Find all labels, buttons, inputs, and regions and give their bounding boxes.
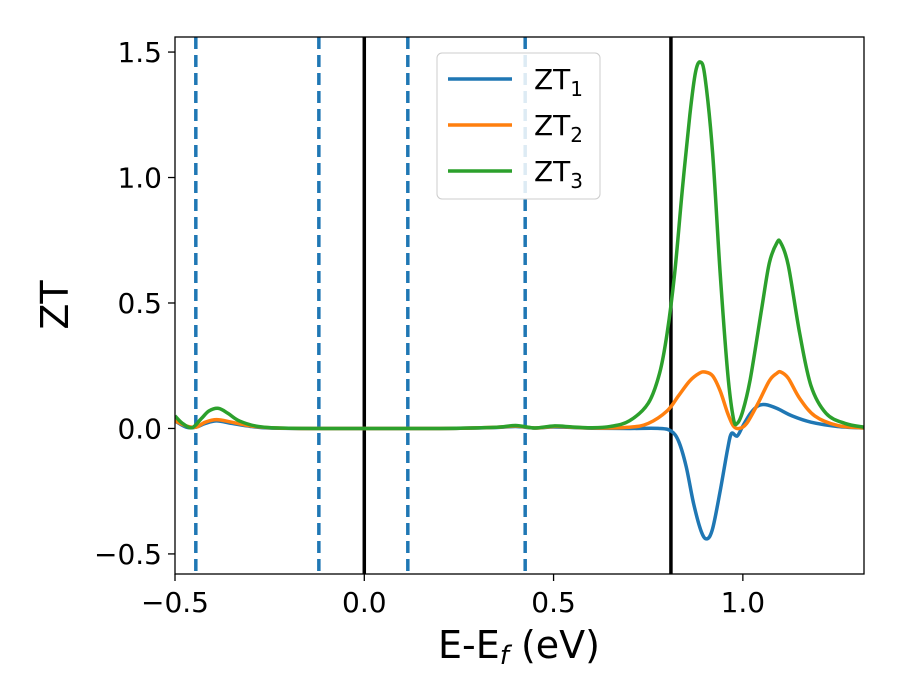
y-tick-label: 0.0 [117, 412, 162, 445]
series-line-zt3 [175, 60, 864, 431]
x-axis-label-unit: (eV) [509, 623, 600, 667]
y-tick-label: −0.5 [94, 538, 162, 571]
legend-label-zt3: ZT3 [534, 155, 583, 193]
y-axis-label: ZT [33, 280, 77, 330]
x-tick-label: −0.5 [141, 586, 209, 619]
y-axis: −0.5 0.0 0.5 1.0 1.5 [94, 36, 175, 571]
x-tick-label: 1.0 [721, 586, 766, 619]
x-axis-label: E-Ef (eV) [438, 623, 600, 671]
x-tick-label: 0.0 [342, 586, 387, 619]
plot-frame [174, 36, 865, 575]
series-layer [175, 60, 864, 541]
y-tick-label: 1.5 [117, 36, 162, 69]
x-axis: −0.5 0.0 0.5 1.0 [141, 574, 765, 619]
x-tick-label: 0.5 [531, 586, 576, 619]
legend-label-zt2: ZT2 [534, 109, 583, 147]
legend-label-zt1: ZT1 [534, 63, 583, 101]
legend-frame [436, 52, 601, 200]
series-line-zt2 [175, 369, 864, 431]
legend: ZT1 ZT2 ZT3 [436, 52, 601, 200]
y-tick-label: 1.0 [117, 162, 162, 195]
y-tick-label: 0.5 [117, 287, 162, 320]
